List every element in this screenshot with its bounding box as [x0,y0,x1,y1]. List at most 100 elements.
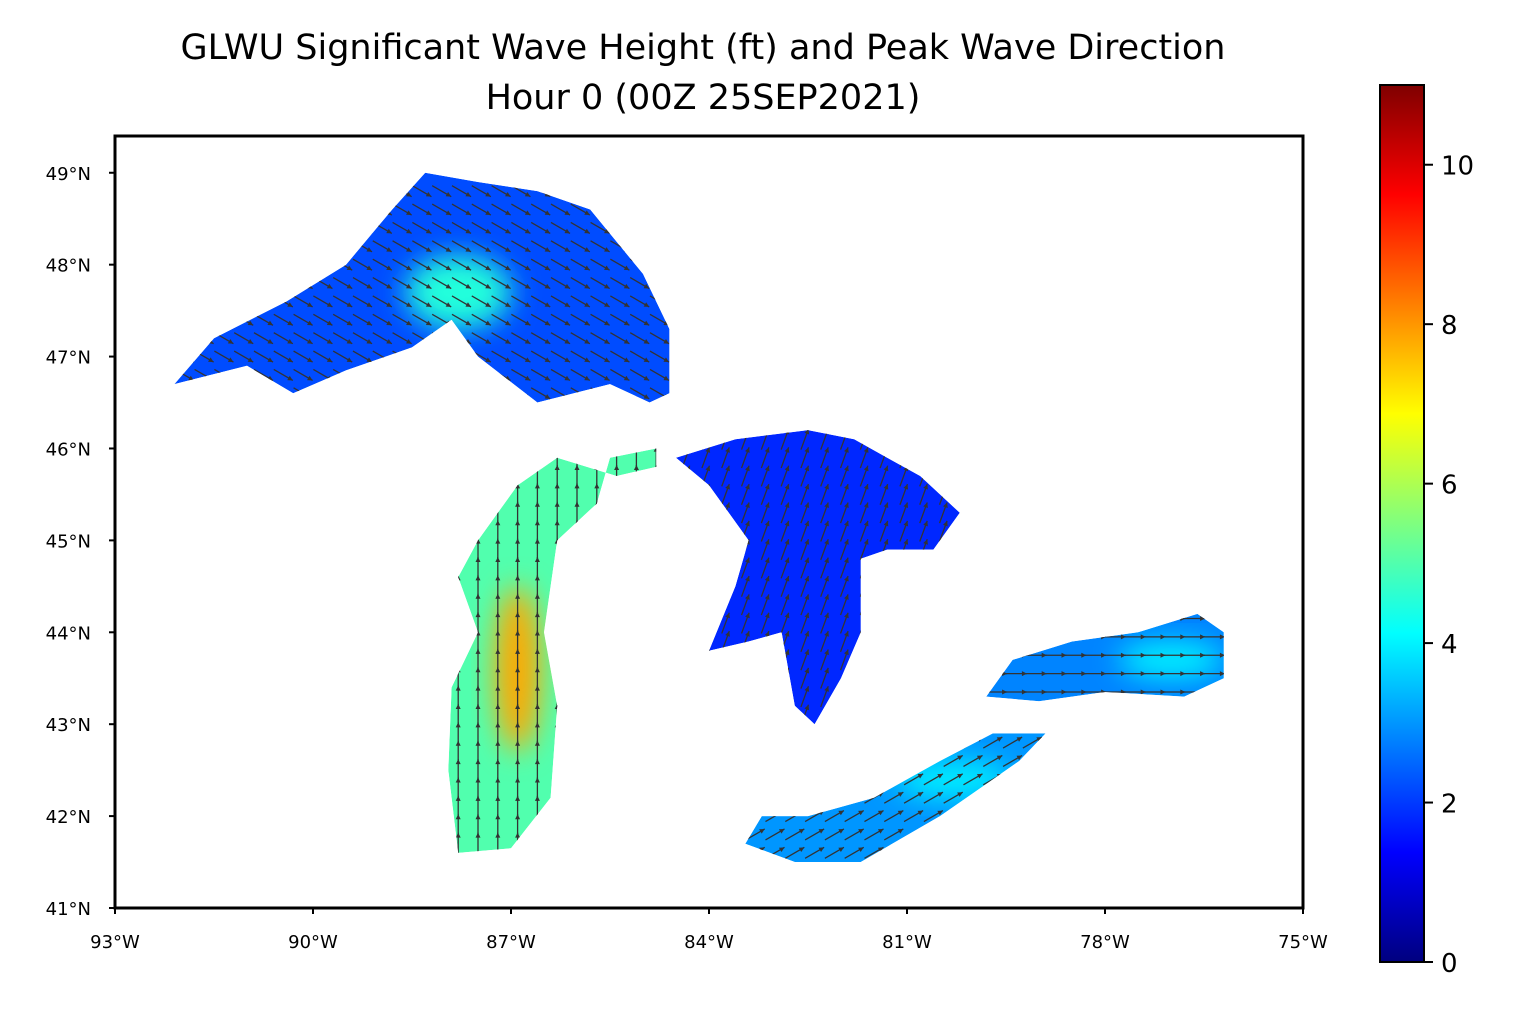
wave-direction-arrow [293,185,313,198]
latitude-tick-label: 48°N [46,256,91,277]
wave-direction-arrow [839,594,849,616]
wave-direction-arrow [352,221,373,234]
wave-direction-arrow [614,685,620,708]
wave-direction-arrow [352,295,373,308]
wave-direction-arrow [352,332,373,345]
wave-direction-arrow [451,313,472,326]
wave-direction-arrow [610,221,630,234]
wave-direction-arrow [919,612,928,634]
wave-direction-arrow [820,630,829,653]
wave-direction-arrow [1022,754,1043,768]
wave-direction-arrow [740,594,750,616]
wave-direction-arrow [273,313,294,326]
wave-direction-arrow [633,759,639,782]
wave-direction-arrow [372,332,393,345]
wave-direction-arrow [824,754,845,768]
wave-direction-arrow [943,846,964,859]
wave-direction-arrow [352,276,373,290]
wave-direction-arrow [1202,671,1224,677]
wave-direction-arrow [1123,671,1146,677]
wave-direction-arrow [633,556,639,579]
wave-direction-arrow [800,612,810,634]
wave-direction-arrow [804,828,825,841]
wave-direction-arrow [554,593,560,616]
wave-direction-arrow [820,557,829,579]
wave-direction-arrow [534,448,540,469]
wave-direction-arrow [412,350,432,363]
colorbar-tick-label: 2 [1441,790,1458,820]
wave-direction-arrow [1022,736,1043,749]
wave-direction-arrow [614,814,620,837]
wave-direction-arrow [590,276,610,290]
wave-direction-arrow [760,704,770,725]
wave-direction-arrow [475,448,481,469]
wave-direction-arrow [194,203,214,216]
wave-direction-arrow [471,276,492,290]
wave-direction-arrow [293,295,313,308]
wave-direction-arrow [214,295,234,308]
wave-direction-arrow [923,810,944,823]
wave-direction-arrow [594,685,600,708]
wave-direction-arrow [412,387,432,400]
wave-direction-arrow [574,593,580,616]
wave-direction-arrow [740,667,750,689]
wave-direction-arrow [633,685,639,708]
wave-direction-arrow [372,387,393,400]
wave-direction-arrow [780,686,790,708]
latitude-tick-label: 42°N [46,807,91,828]
wave-direction-arrow [392,276,412,290]
wave-direction-arrow [653,538,657,561]
wave-direction-arrow [431,368,452,382]
wave-direction-arrow [194,185,214,198]
wave-direction-arrow [475,483,481,506]
wave-direction-arrow [879,465,889,487]
wave-direction-arrow [629,368,650,382]
wave-direction-arrow [804,791,825,804]
wave-direction-arrow [923,736,944,749]
wave-direction-arrow [614,704,620,726]
wave-direction-arrow [824,791,845,804]
wave-direction-arrow [1084,616,1107,621]
wave-direction-arrow [765,773,785,786]
wave-direction-arrow [392,387,412,400]
wave-direction-arrow [982,846,1003,859]
wave-direction-arrow [332,313,353,326]
wave-direction-arrow [653,465,657,488]
wave-direction-arrow [412,258,432,271]
wave-direction-arrow [431,276,452,290]
wave-direction-arrow [614,593,620,616]
wave-direction-arrow [570,368,591,382]
wave-direction-arrow [701,667,711,689]
wave-direction-arrow [194,276,214,290]
wave-direction-arrow [629,387,650,400]
wave-direction-arrow [864,828,884,841]
wave-direction-arrow [574,667,580,690]
colorbar-scale [1379,84,1425,963]
wave-direction-arrow [594,759,600,782]
wave-direction-arrow [570,295,591,308]
wave-direction-arrow [1064,671,1087,677]
wave-direction-arrow [313,350,333,363]
wave-direction-arrow [780,483,790,505]
wave-direction-arrow [653,814,657,837]
wave-direction-arrow [594,612,600,635]
wave-direction-arrow [923,773,944,786]
wave-direction-arrow [844,810,865,823]
wave-direction-arrow [740,704,750,725]
wave-direction-arrow [721,667,730,689]
wave-direction-arrow [1103,671,1126,677]
lake-erie [745,733,1046,862]
wave-direction-arrow [471,387,492,400]
wave-direction-arrow [174,185,195,198]
wave-direction-arrow [614,777,620,800]
wave-direction-arrow [780,612,790,634]
longitude-tick-label: 78°W [1080,932,1130,953]
wave-direction-arrow [938,502,948,524]
wave-direction-arrow [1064,652,1087,658]
wave-direction-arrow [633,501,639,524]
wave-direction-arrow [455,501,461,524]
wave-direction-arrow [293,387,313,400]
wave-direction-arrow [495,448,501,469]
longitude-tick-label: 87°W [486,932,536,953]
wave-direction-arrow [610,368,630,382]
